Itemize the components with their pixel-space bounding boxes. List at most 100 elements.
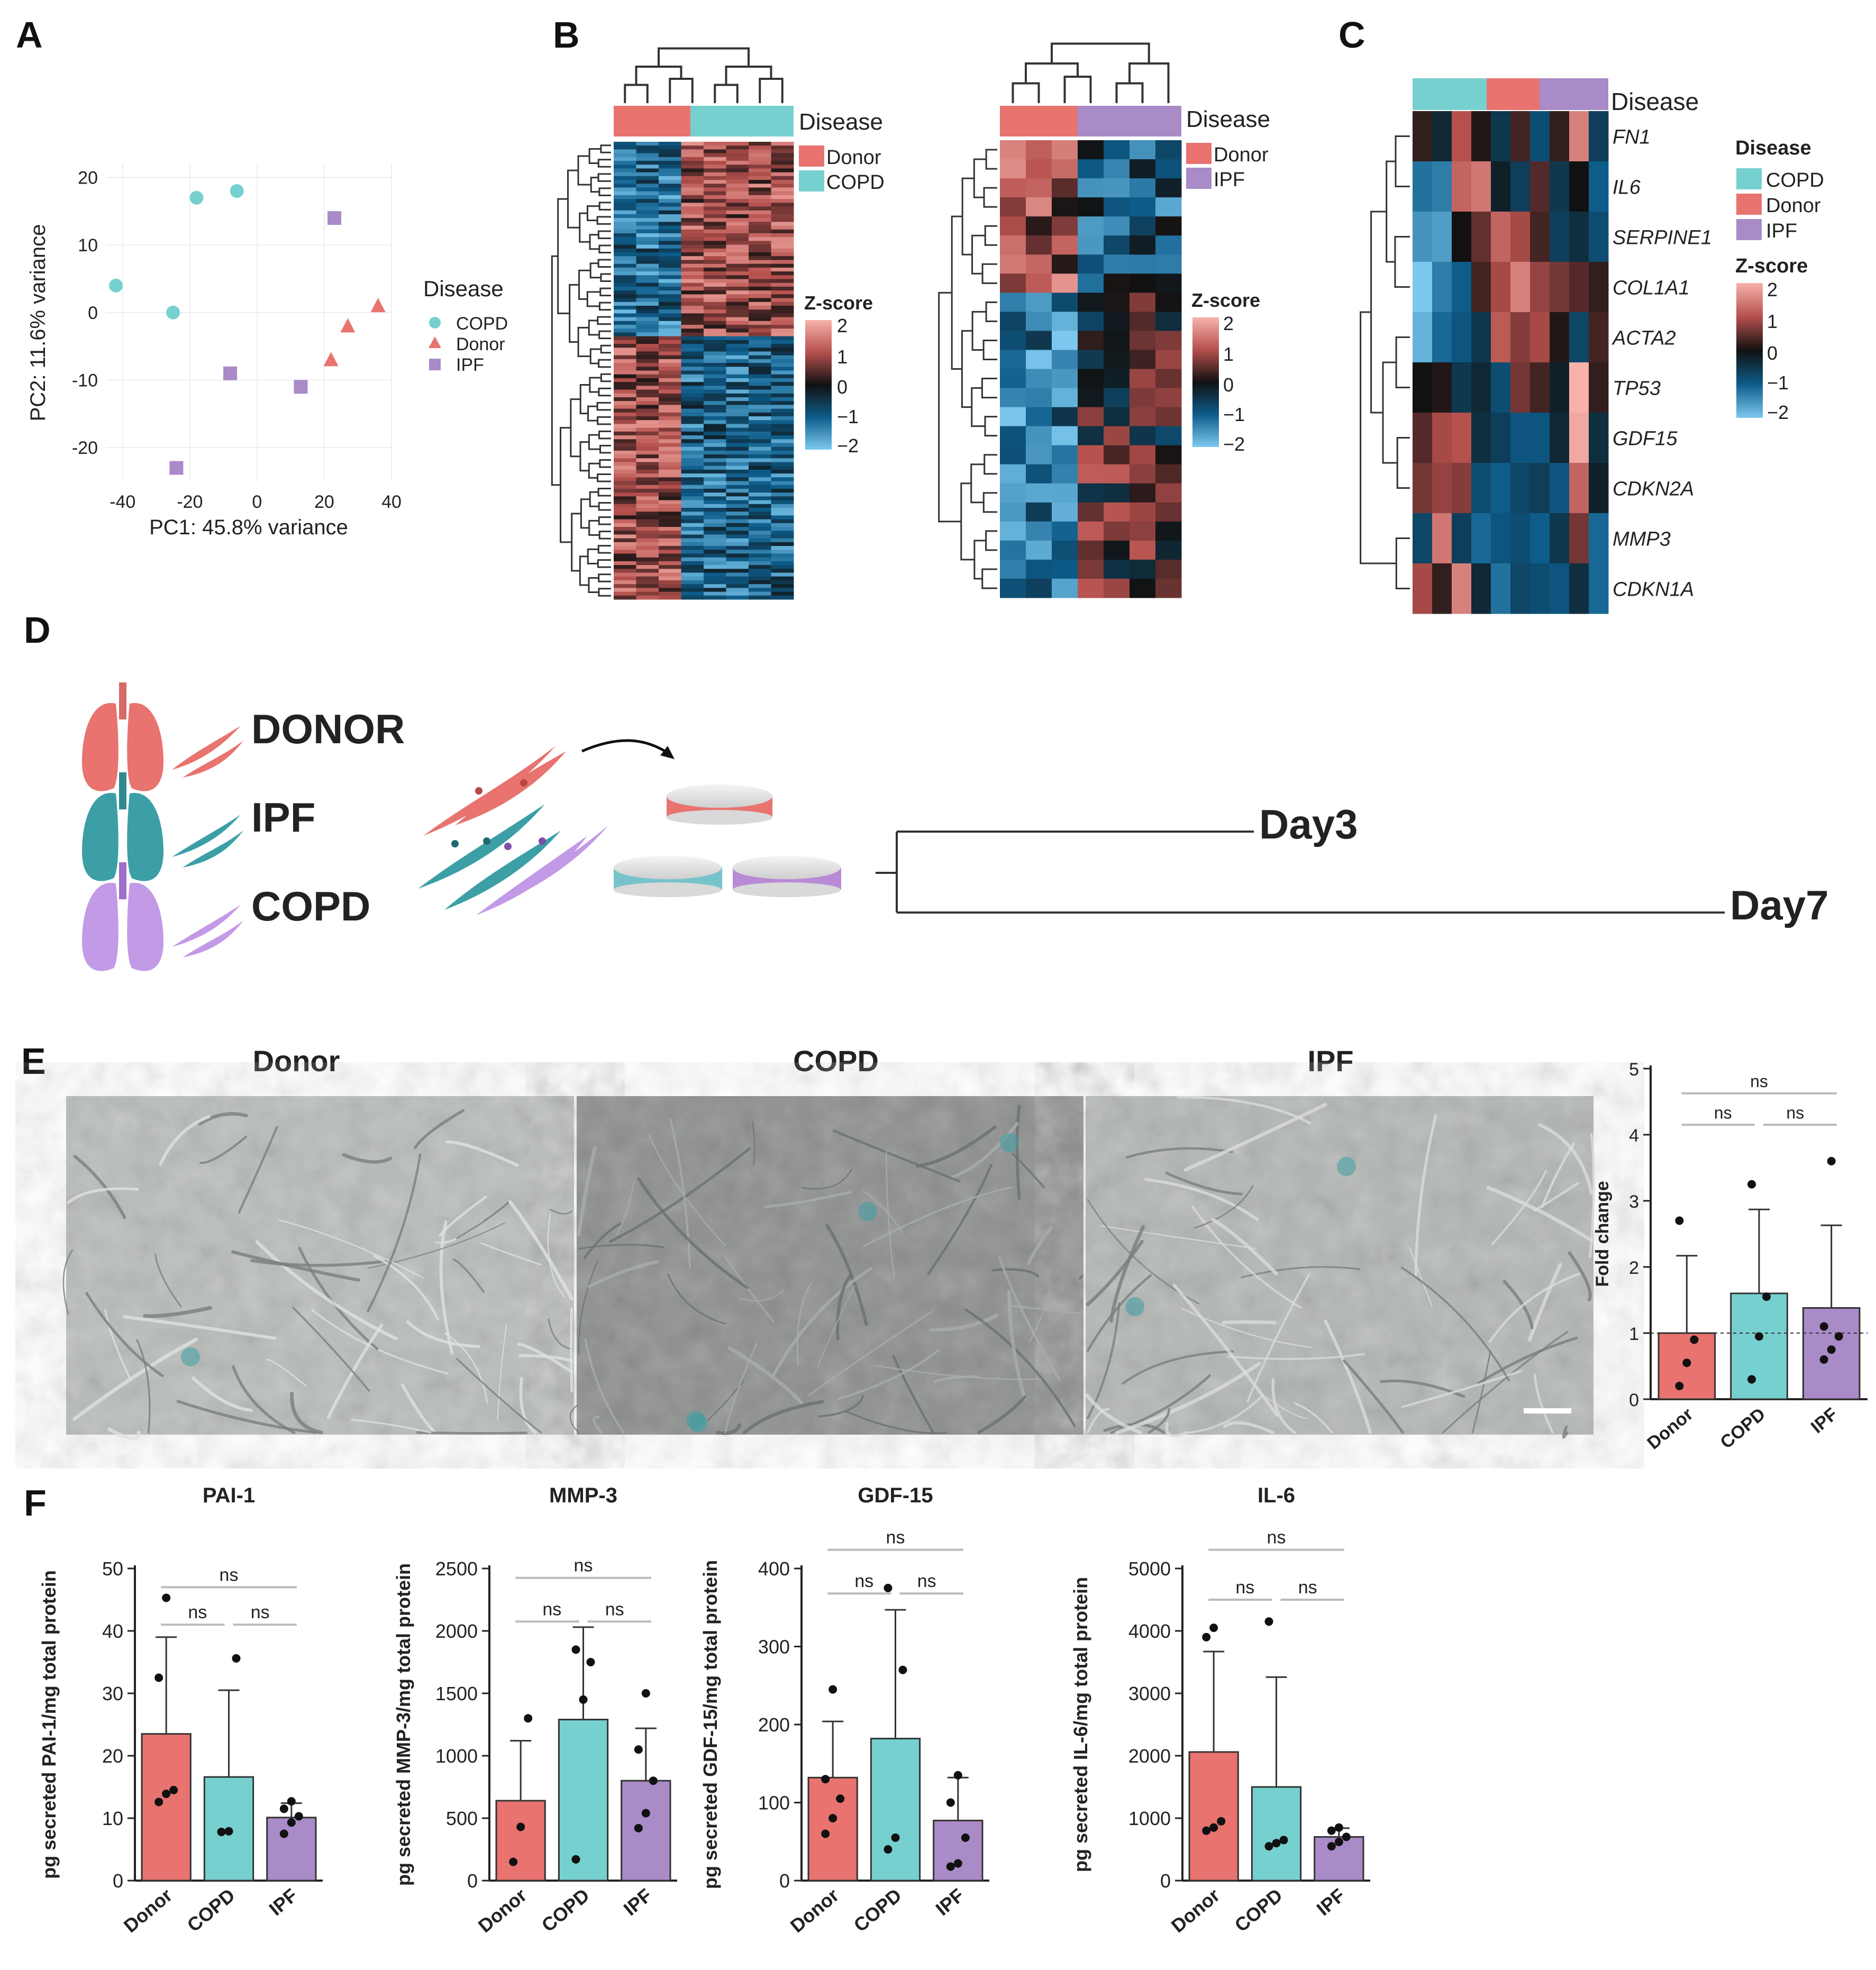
chart-ytick: 20 <box>102 1745 123 1767</box>
data-point <box>571 1645 580 1654</box>
sig-label: ns <box>917 1571 936 1591</box>
dish-donor-icon <box>667 785 772 825</box>
data-point <box>884 1583 893 1592</box>
chart-il-6: IL-6 pg secreted IL-6/mg total protein 0 10… <box>1070 1484 1370 1937</box>
fibroblast-ipf-icon <box>172 815 243 868</box>
dish-copd-icon <box>733 856 841 897</box>
chart-title: PAI-1 <box>203 1484 255 1507</box>
svg-text:2: 2 <box>837 315 848 336</box>
panel-label-b: B <box>553 14 580 56</box>
micrograph-donor <box>66 1096 574 1435</box>
data-point <box>1819 1322 1828 1331</box>
gene-label: MMP3 <box>1613 528 1671 551</box>
svg-text:0: 0 <box>1223 374 1234 396</box>
pca-point-donor <box>340 318 356 333</box>
data-point <box>1202 1632 1211 1641</box>
data-point <box>1217 1817 1226 1826</box>
chart-ytick: 0 <box>1160 1870 1171 1892</box>
hmB2-annot-title: Disease <box>1186 106 1270 132</box>
gene-label: GDF15 <box>1613 428 1678 450</box>
legend-copd-marker <box>429 317 441 329</box>
label-ipf: IPF <box>251 794 315 841</box>
pca-ytick: 10 <box>78 235 98 256</box>
data-point <box>946 1862 955 1871</box>
chart-pai-1: PAI-1 pg secreted PAI-1/mg total protein 0… <box>38 1484 323 1937</box>
sig-label: ns <box>542 1599 561 1619</box>
pca-point-donor <box>370 298 386 313</box>
gene-label: COL1A1 <box>1613 277 1690 299</box>
data-point <box>828 1685 837 1694</box>
data-point <box>891 1833 900 1842</box>
data-point <box>1827 1157 1836 1165</box>
sig-label: ns <box>574 1556 593 1576</box>
chart-xtick: IPF <box>1313 1884 1349 1920</box>
panel-label-f: F <box>24 1482 47 1524</box>
hmB2-legend-ipf: IPF <box>1214 169 1245 191</box>
panel-label-c: C <box>1338 14 1365 56</box>
data-point <box>953 1771 962 1780</box>
pca-point-ipf <box>223 366 238 380</box>
hmC-legend-title: Disease <box>1735 137 1811 159</box>
chart-ytick: 2 <box>1629 1258 1639 1278</box>
chart-ytick: 2000 <box>435 1620 478 1642</box>
heatmap-senescence-genes: Disease FN1 IL6 SERPINE1 COL1A1 ACTA2 TP53 GDF… <box>1360 78 1824 614</box>
gene-label: CDKN2A <box>1613 478 1694 500</box>
sig-label: ns <box>1235 1577 1254 1598</box>
svg-text:1: 1 <box>837 346 848 368</box>
lung-ipf-icon <box>82 772 163 881</box>
data-point <box>1279 1836 1288 1845</box>
data-point <box>162 1789 171 1798</box>
chart-xtick: COPD <box>850 1884 906 1936</box>
chart-ylabel: pg secreted IL-6/mg total protein <box>1070 1577 1091 1872</box>
data-point <box>1202 1826 1211 1835</box>
chart-xtick: Donor <box>474 1884 531 1937</box>
chart-ytick: 50 <box>102 1558 123 1580</box>
legend-ipf-marker <box>429 359 441 370</box>
data-point <box>1834 1332 1843 1341</box>
data-point <box>1819 1355 1828 1364</box>
chart-ytick: 40 <box>102 1620 123 1642</box>
data-point <box>634 1745 643 1754</box>
data-point <box>1264 1617 1273 1626</box>
chart-ytick: 0 <box>1629 1390 1639 1410</box>
data-point <box>1762 1292 1771 1301</box>
bar-copd <box>1251 1786 1302 1882</box>
data-point <box>586 1658 595 1666</box>
sig-label: ns <box>886 1528 905 1548</box>
chart-xtick: COPD <box>183 1884 239 1936</box>
chart-ylabel: pg secreted GDF-15/mg total protein <box>699 1560 721 1889</box>
panel-label-d: D <box>24 609 51 651</box>
chart-ytick: 0 <box>467 1870 478 1892</box>
data-point <box>162 1593 171 1602</box>
micro-title-ipf: IPF <box>1307 1044 1353 1078</box>
chart-ytick: 2000 <box>1128 1745 1171 1767</box>
pca-legend-title: Disease <box>423 276 504 301</box>
gene-label: IL6 <box>1613 177 1641 199</box>
chart-xtick: Donor <box>1167 1884 1224 1937</box>
pca-point-copd <box>109 278 123 293</box>
lung-copd-icon <box>82 862 163 971</box>
legend-donor-marker <box>429 336 441 348</box>
chart-ytick: 300 <box>758 1636 790 1658</box>
pca-ytick: 20 <box>78 168 98 188</box>
data-point <box>287 1818 296 1827</box>
svg-text:0: 0 <box>1767 342 1778 364</box>
data-point <box>961 1833 970 1842</box>
chart-ytick: 10 <box>102 1808 123 1829</box>
pca-xtick: 20 <box>314 492 334 512</box>
chart-ytick: 400 <box>758 1558 790 1580</box>
chart-ytick: 4 <box>1629 1126 1639 1146</box>
pca-point-ipf <box>327 211 341 225</box>
panel-label-a: A <box>16 14 43 56</box>
data-point <box>836 1794 845 1803</box>
data-point <box>1209 1823 1218 1832</box>
sig-label: ns <box>188 1602 207 1622</box>
gene-label: ACTA2 <box>1611 327 1676 350</box>
svg-text:IPF: IPF <box>1766 220 1797 242</box>
chart-gdf-15: GDF-15 pg secreted GDF-15/mg total protei… <box>699 1484 989 1937</box>
chart-ytick: 1 <box>1629 1324 1639 1344</box>
chart-title: GDF-15 <box>858 1484 933 1507</box>
data-point <box>579 1695 588 1704</box>
chart-ytick: 3000 <box>1128 1683 1171 1704</box>
